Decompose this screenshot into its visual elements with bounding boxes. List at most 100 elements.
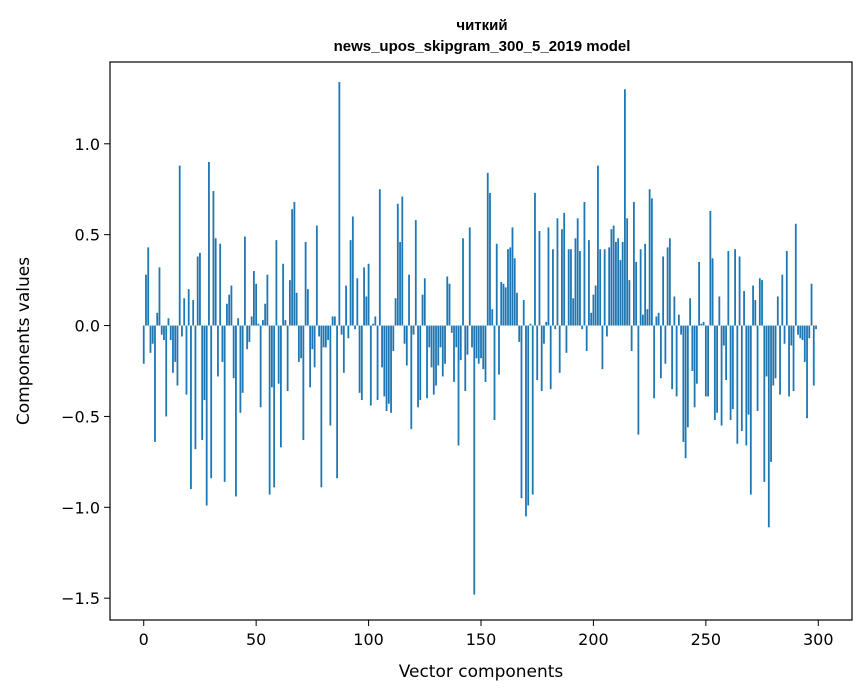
x-axis-ticks: 0 50 100 150 200 250 300 [139,620,834,649]
bar-158 [498,325,500,375]
y-tick-label: −1.0 [61,498,100,517]
x-tick-label: 200 [578,630,609,649]
bar-166 [516,292,518,326]
bar-10 [165,325,168,417]
bar-184 [556,218,559,326]
bar-15 [176,325,179,386]
bar-153 [486,172,489,326]
bar-281 [774,325,777,379]
bar-263 [734,249,736,326]
bar-257 [720,325,723,426]
bar-272 [754,300,757,326]
bar-259 [725,325,727,381]
bar-71 [302,325,305,441]
bar-75 [311,325,314,350]
bar-292 [799,325,802,339]
bar-32 [214,238,217,326]
bar-202 [597,165,599,326]
bar-129 [432,325,435,395]
bar-114 [399,241,401,326]
bar-284 [781,274,784,326]
bar-72 [304,241,307,326]
y-axis-label: Components values [14,257,34,425]
bar-150 [480,325,482,359]
chart-subtitle: news_upos_skipgram_300_5_2019 model [334,38,631,55]
bar-142 [462,238,464,326]
bar-108 [385,325,388,411]
bar-236 [673,296,676,326]
bar-228 [655,316,658,326]
bar-264 [736,325,739,444]
bar-14 [174,325,177,362]
bar-52 [259,325,262,408]
bar-104 [376,325,379,401]
bar-195 [581,325,584,330]
bar-209 [612,225,615,326]
bar-238 [677,314,680,326]
bar-262 [731,325,734,410]
bar-225 [648,189,651,326]
bar-57 [270,325,273,388]
bar-271 [752,285,754,326]
bar-163 [509,247,512,326]
bar-244 [691,325,694,371]
bar-93 [351,216,354,326]
bar-118 [408,274,410,326]
bar-31 [212,191,215,326]
bar-160 [502,283,505,326]
x-tick-label: 0 [139,630,149,649]
bar-84 [331,316,334,326]
bar-149 [477,325,480,364]
bar-294 [803,325,806,362]
bar-217 [630,325,633,351]
bar-1 [145,274,147,326]
bar-291 [797,325,799,335]
bar-183 [554,325,557,330]
bar-92 [349,240,352,326]
bar-245 [693,325,696,408]
bar-132 [439,325,442,348]
bar-169 [522,300,525,326]
bar-185 [558,325,561,373]
bar-76 [313,325,316,368]
bar-295 [806,325,808,419]
bar-131 [437,325,440,366]
bar-99 [365,296,368,326]
bar-146 [471,325,473,348]
bar-226 [650,198,653,326]
bar-51 [257,323,260,326]
y-tick-label: 0.0 [75,317,100,336]
y-tick-label: 1.0 [75,135,100,154]
bar-122 [417,325,419,408]
bar-60 [277,325,280,384]
bar-5 [154,325,156,442]
bar-6 [156,312,159,326]
bar-241 [684,325,687,459]
bar-121 [414,220,417,326]
bar-223 [644,243,647,326]
bar-36 [223,325,226,482]
bar-126 [426,325,428,399]
bar-176 [538,231,541,326]
bar-213 [621,241,624,326]
bar-203 [599,249,602,326]
bar-4 [151,325,154,344]
x-axis-label: Vector components [399,662,564,682]
bar-260 [727,251,730,326]
bar-107 [383,325,386,397]
bar-258 [722,325,725,346]
bar-155 [491,309,494,326]
bar-266 [740,325,743,431]
bar-246 [695,325,698,384]
bar-105 [378,189,381,326]
bar-159 [500,281,503,326]
bar-250 [704,325,707,397]
bar-230 [659,325,662,379]
bar-240 [682,325,685,442]
bar-79 [320,325,323,488]
bar-27 [203,325,206,401]
bars-group [142,81,817,595]
bar-174 [534,192,536,326]
y-tick-label: −1.5 [61,589,100,608]
